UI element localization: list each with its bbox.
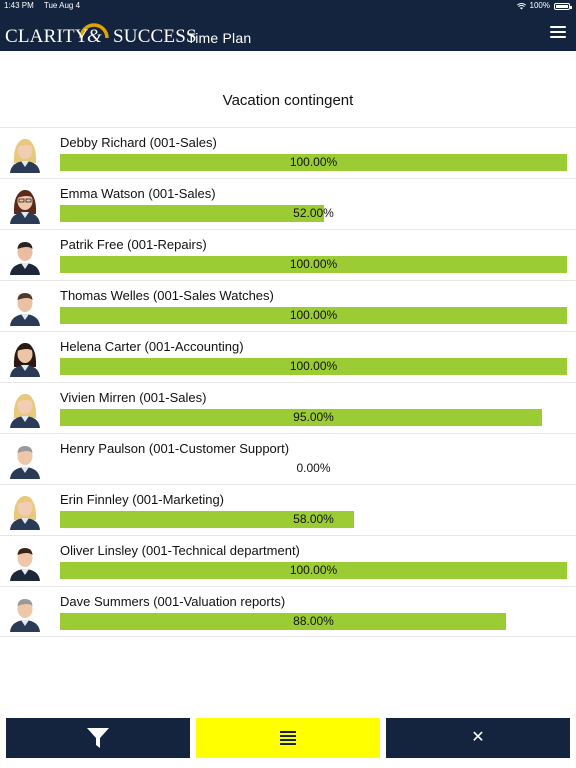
avatar	[8, 133, 42, 173]
vacation-progress-bar: 52.00%	[60, 205, 567, 222]
avatar	[8, 541, 42, 581]
status-right: 100%	[516, 0, 572, 12]
vacation-progress-bar: 100.00%	[60, 562, 567, 579]
vacation-progress-bar: 100.00%	[60, 307, 567, 324]
hamburger-menu-icon[interactable]	[550, 26, 566, 38]
vacation-progress-bar: 58.00%	[60, 511, 567, 528]
avatar	[8, 184, 42, 224]
progress-label: 100.00%	[289, 359, 338, 373]
progress-label: 0.00%	[296, 461, 331, 475]
employee-list: Debby Richard (001-Sales) 100.00% Emma Wat…	[0, 127, 576, 637]
progress-label: 95.00%	[293, 410, 334, 424]
vacation-progress-bar: 100.00%	[60, 256, 567, 273]
status-date: Tue Aug 4	[43, 1, 81, 10]
progress-label: 100.00%	[289, 257, 338, 271]
logo-ampersand: &	[87, 26, 102, 47]
employee-name: Patrik Free (001-Repairs)	[60, 237, 207, 252]
vacation-progress-bar: 100.00%	[60, 154, 567, 171]
employee-row[interactable]: Helena Carter (001-Accounting) 100.00%	[0, 331, 576, 382]
footer-toolbar: ✕	[0, 712, 576, 768]
avatar	[8, 235, 42, 275]
progress-label: 100.00%	[289, 155, 338, 169]
vacation-progress-bar: 0.00%	[60, 460, 567, 477]
vacation-progress-bar: 95.00%	[60, 409, 567, 426]
progress-fill	[60, 613, 507, 630]
close-icon: ✕	[471, 729, 485, 746]
progress-label: 52.00%	[293, 206, 334, 220]
progress-label: 58.00%	[293, 512, 334, 526]
employee-row[interactable]: Thomas Welles (001-Sales Watches) 100.00%	[0, 280, 576, 331]
employee-row[interactable]: Vivien Mirren (001-Sales) 95.00%	[0, 382, 576, 433]
progress-label: 100.00%	[289, 308, 338, 322]
progress-fill	[60, 307, 567, 324]
progress-label: 100.00%	[289, 563, 338, 577]
vacation-progress-bar: 88.00%	[60, 613, 567, 630]
battery-icon	[554, 2, 572, 10]
list-icon	[280, 729, 296, 747]
employee-row[interactable]: Erin Finnley (001-Marketing) 58.00%	[0, 484, 576, 535]
employee-row[interactable]: Patrik Free (001-Repairs) 100.00%	[0, 229, 576, 280]
avatar	[8, 490, 42, 530]
employee-name: Henry Paulson (001-Customer Support)	[60, 441, 290, 456]
employee-name: Helena Carter (001-Accounting)	[60, 339, 244, 354]
filter-button[interactable]	[6, 718, 190, 758]
employee-row[interactable]: Debby Richard (001-Sales) 100.00%	[0, 127, 576, 178]
list-view-button[interactable]	[196, 718, 380, 758]
employee-name: Erin Finnley (001-Marketing)	[60, 492, 225, 507]
app-header: CLARITY & SUCCESS Time Plan	[0, 12, 576, 51]
logo-word-timeplan: Time Plan	[187, 30, 252, 46]
employee-name: Vivien Mirren (001-Sales)	[60, 390, 207, 405]
progress-fill	[60, 409, 542, 426]
logo-word-clarity: CLARITY	[5, 26, 89, 47]
progress-fill	[60, 562, 567, 579]
logo-word-success: SUCCESS	[113, 26, 197, 47]
vacation-progress-bar: 100.00%	[60, 358, 567, 375]
wifi-icon	[516, 2, 526, 9]
employee-name: Thomas Welles (001-Sales Watches)	[60, 288, 274, 303]
employee-row[interactable]: Henry Paulson (001-Customer Support) 0.00…	[0, 433, 576, 484]
employee-row[interactable]: Dave Summers (001-Valuation reports) 88.0…	[0, 586, 576, 637]
app-logo: CLARITY & SUCCESS Time Plan	[5, 12, 305, 51]
status-left: 1:43 PM Tue Aug 4	[4, 0, 88, 12]
progress-fill	[60, 154, 567, 171]
employee-name: Emma Watson (001-Sales)	[60, 186, 216, 201]
close-button[interactable]: ✕	[386, 718, 570, 758]
battery-percent: 100%	[529, 1, 550, 10]
status-bar: 1:43 PM Tue Aug 4 100%	[0, 0, 576, 12]
progress-fill	[60, 511, 355, 528]
progress-fill	[60, 205, 324, 222]
avatar	[8, 337, 42, 377]
avatar	[8, 286, 42, 326]
employee-row[interactable]: Emma Watson (001-Sales) 52.00%	[0, 178, 576, 229]
employee-name: Oliver Linsley (001-Technical department…	[60, 543, 300, 558]
logo-ring-icon	[79, 23, 109, 39]
avatar	[8, 592, 42, 632]
progress-fill	[60, 256, 567, 273]
avatar	[8, 388, 42, 428]
employee-name: Debby Richard (001-Sales)	[60, 135, 217, 150]
filter-icon	[87, 728, 109, 748]
employee-name: Dave Summers (001-Valuation reports)	[60, 594, 286, 609]
avatar	[8, 439, 42, 479]
employee-row[interactable]: Oliver Linsley (001-Technical department…	[0, 535, 576, 586]
status-time: 1:43 PM	[4, 1, 34, 10]
progress-label: 88.00%	[293, 614, 334, 628]
progress-fill	[60, 358, 567, 375]
page-title: Vacation contingent	[222, 92, 354, 109]
